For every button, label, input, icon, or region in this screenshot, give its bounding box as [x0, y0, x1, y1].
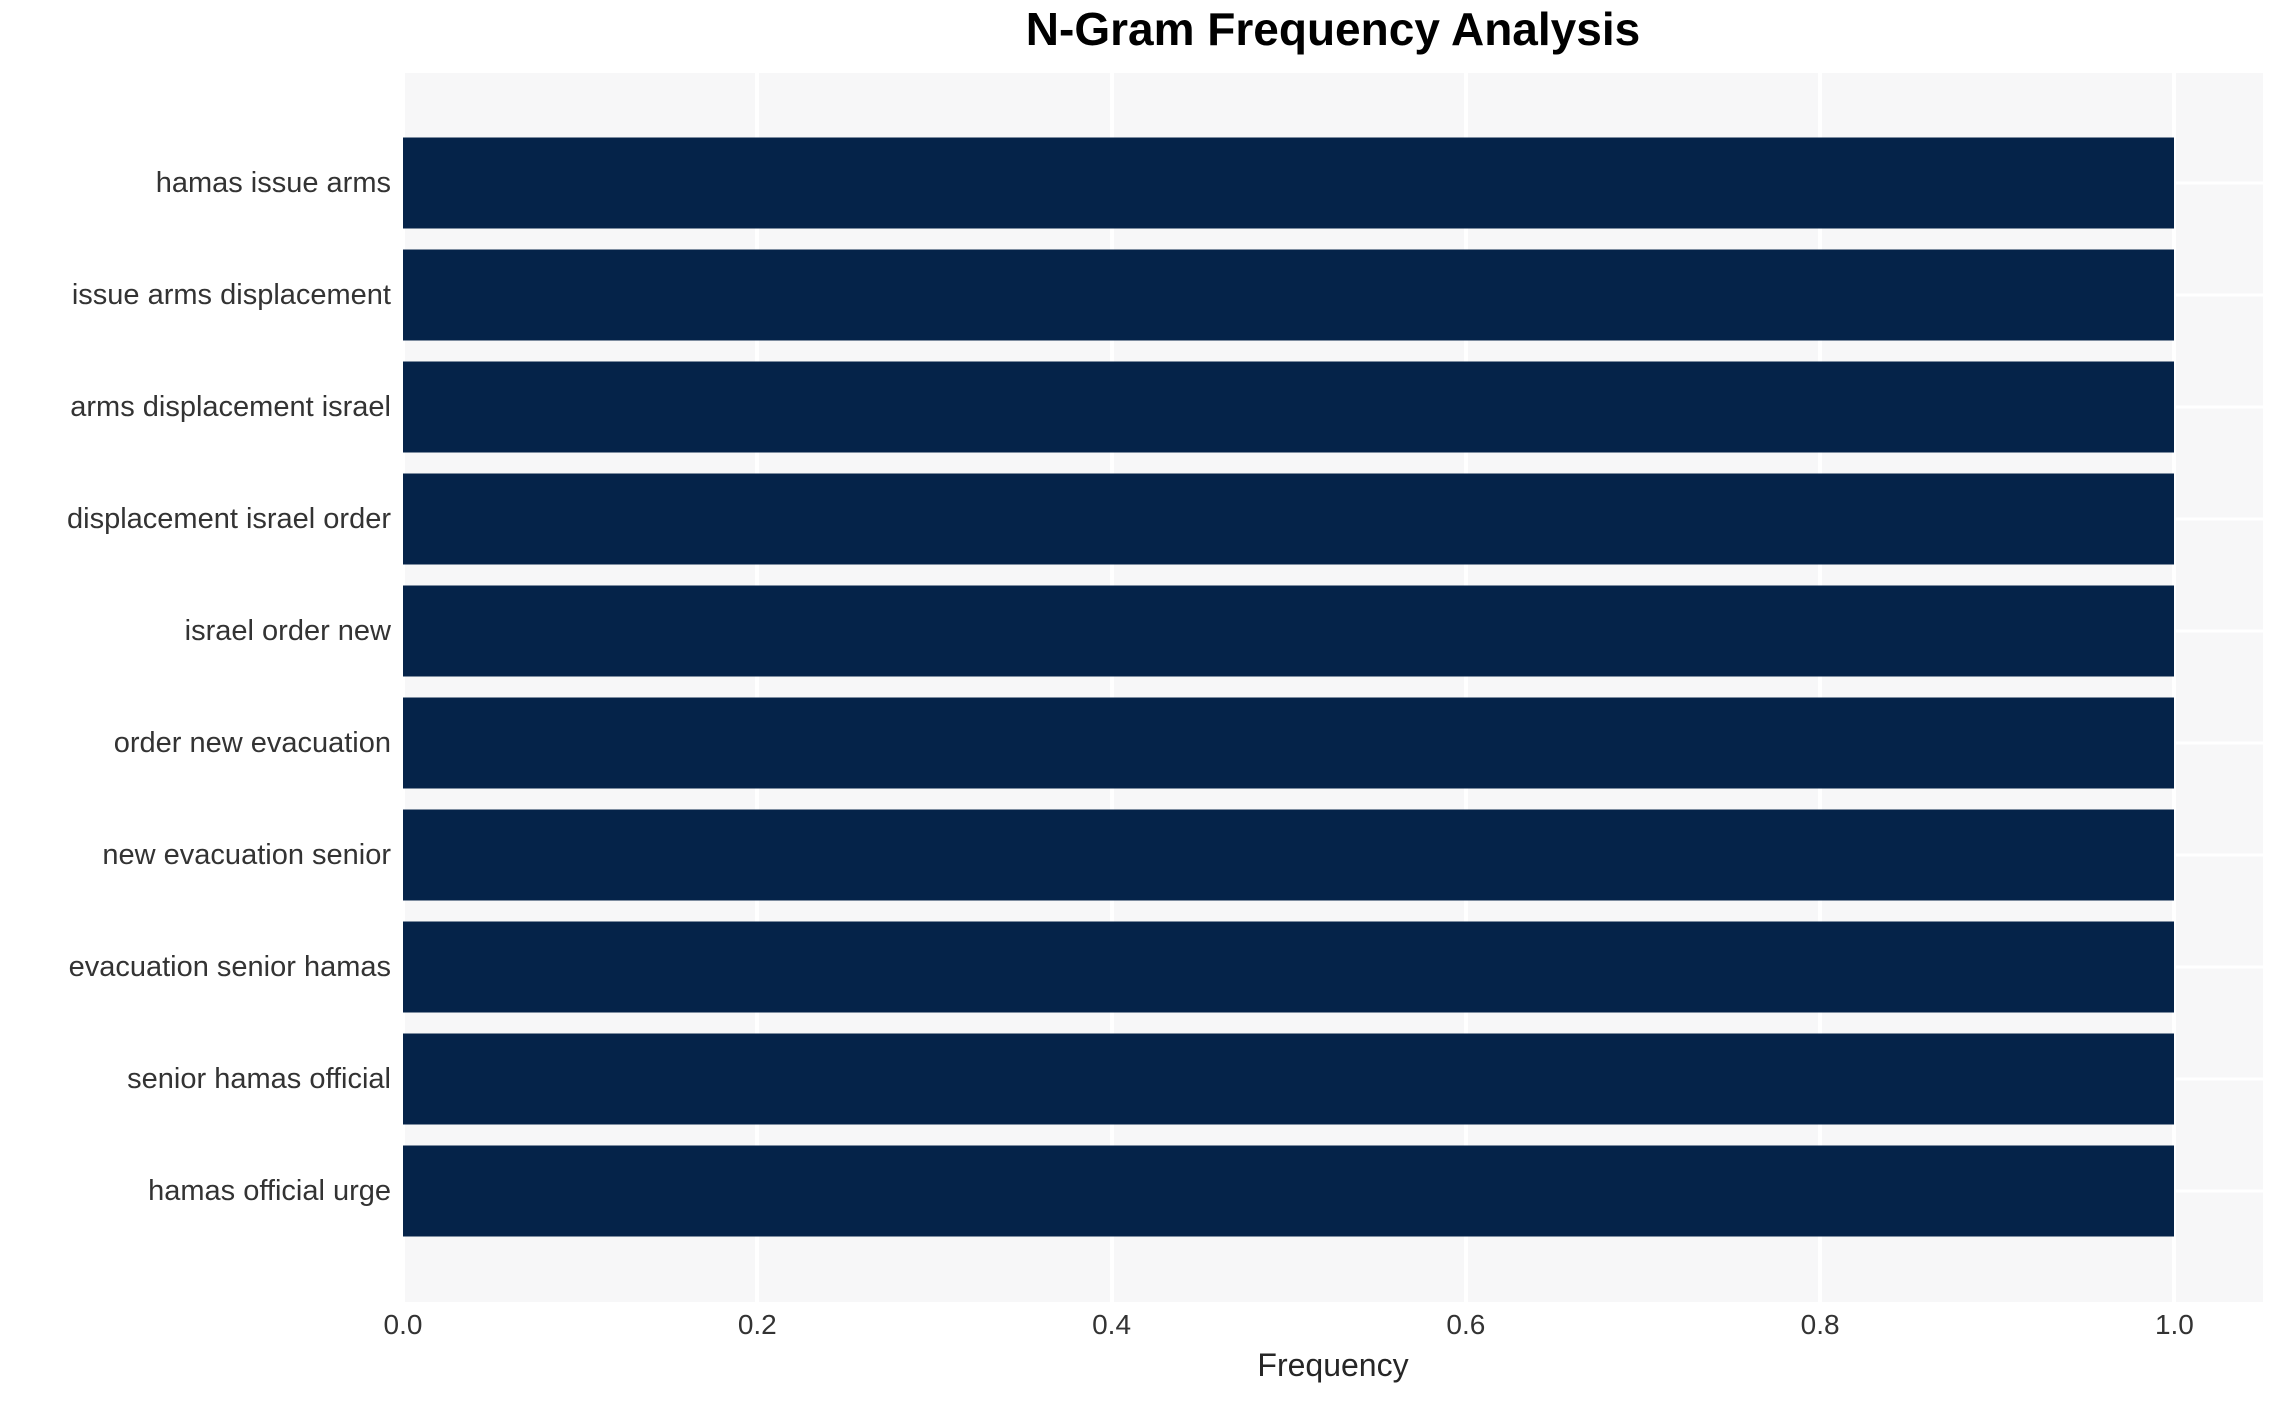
vertical-gridline [755, 73, 760, 1302]
bar-row [403, 1023, 2263, 1135]
x-tick-label: 0.8 [1800, 1309, 1840, 1340]
x-tick-label: 0.0 [383, 1309, 423, 1340]
y-tick-label: evacuation senior hamas [68, 950, 391, 983]
vertical-gridline [1463, 73, 1468, 1302]
x-axis-tick-labels: 0.0 0.2 0.4 0.6 0.8 1.0 [384, 1309, 2263, 1345]
bar-row [403, 1135, 2263, 1247]
bar-row [403, 575, 2263, 687]
bar-row [403, 351, 2263, 463]
x-tick-label: 0.6 [1446, 1309, 1486, 1340]
vertical-gridline [1109, 73, 1114, 1302]
bar [403, 809, 2175, 901]
y-tick-label: arms displacement israel [70, 390, 391, 423]
chart-title: N-Gram Frequency Analysis [1025, 3, 1641, 55]
x-tick-label: 0.2 [737, 1309, 777, 1340]
bar [403, 361, 2175, 453]
vertical-gridline [1818, 73, 1823, 1302]
x-tick-label: 0.4 [1092, 1309, 1132, 1340]
bar [403, 1145, 2175, 1237]
vertical-gridline [403, 73, 405, 1302]
bar [403, 137, 2175, 229]
bar-row [403, 127, 2263, 239]
y-tick-label: order new evacuation [113, 726, 391, 759]
bar-rows [403, 73, 2263, 1302]
y-tick-label: hamas issue arms [155, 166, 391, 199]
y-tick-label: new evacuation senior [102, 838, 391, 871]
bar-row [403, 799, 2263, 911]
vertical-gridline [2172, 73, 2177, 1302]
plot-area [403, 73, 2263, 1302]
bar-row [403, 239, 2263, 351]
bar-row [403, 911, 2263, 1023]
y-tick-label: senior hamas official [127, 1062, 391, 1095]
y-tick-label: displacement israel order [67, 502, 391, 535]
x-axis-label: Frequency [1257, 1347, 1409, 1383]
bar [403, 1033, 2175, 1125]
y-tick-label: hamas official urge [148, 1174, 391, 1207]
y-tick-label: issue arms displacement [71, 278, 391, 311]
bar [403, 697, 2175, 789]
y-tick-label: israel order new [184, 614, 391, 647]
x-tick-label: 1.0 [2154, 1309, 2194, 1340]
bar [403, 249, 2175, 341]
bar [403, 921, 2175, 1013]
y-axis-tick-labels: hamas issue arms issue arms displacement a… [0, 73, 391, 1302]
bar [403, 585, 2175, 677]
bar [403, 473, 2175, 565]
bar-row [403, 687, 2263, 799]
bar-row [403, 463, 2263, 575]
